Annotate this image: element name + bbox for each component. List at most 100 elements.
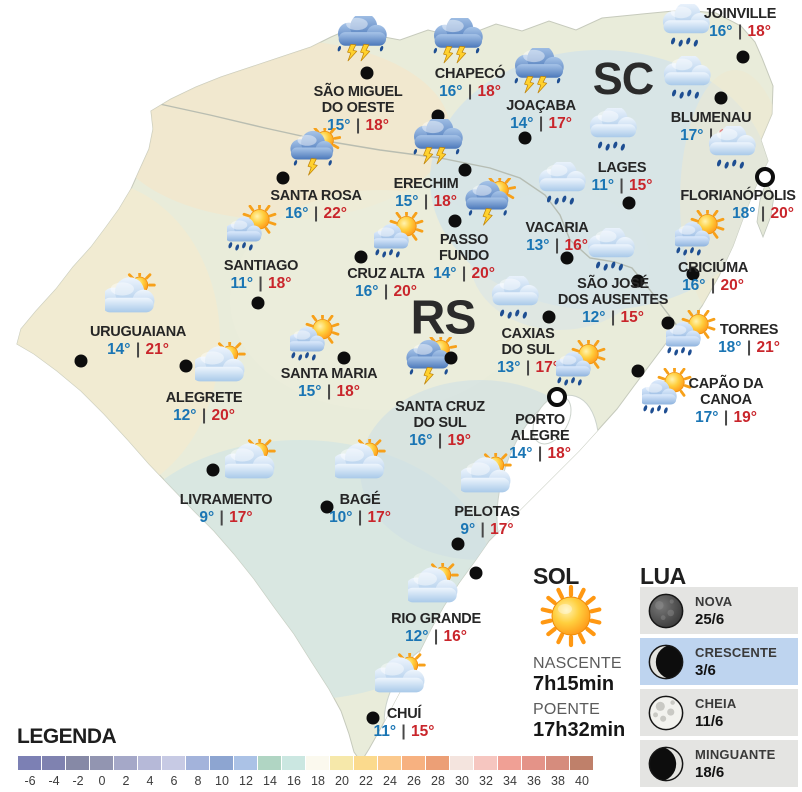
- temperature-legend: LEGENDA -6 -4 -2 0 2 4 6 8 10 12 14 16 18 20 22 24 26 28 3…: [17, 725, 594, 788]
- storm-cloud-icon: [411, 116, 463, 167]
- city-name: PORTO ALEGRE: [510, 412, 570, 444]
- temp-separator: |: [534, 115, 548, 132]
- city-marker-dot: [458, 163, 472, 177]
- legend-color-cell: [306, 756, 330, 770]
- temp-min: 12°: [582, 309, 606, 326]
- city-marker-dot: [179, 359, 193, 373]
- city-marker-dot: [622, 196, 636, 210]
- temp-separator: |: [419, 193, 433, 210]
- temp-separator: |: [353, 509, 367, 526]
- rain-cloud-icon: [659, 1, 711, 52]
- temp-max: 19°: [447, 432, 471, 449]
- storm-cloud-icon: [431, 15, 483, 66]
- temp-max: 21°: [145, 341, 169, 358]
- city-livramento: LIVRAMENTO 9° | 17°: [159, 492, 294, 526]
- city-uruguaiana: URUGUAIANA 14° | 21°: [71, 324, 206, 358]
- temp-max: 16°: [443, 628, 467, 645]
- city-temperatures: 9° | 17°: [435, 521, 540, 538]
- temp-min: 16°: [709, 23, 733, 40]
- state-label-sc: SC: [592, 53, 655, 104]
- temp-max: 20°: [393, 283, 417, 300]
- moon-full-icon: [648, 695, 684, 730]
- city-name: TORRES: [719, 322, 779, 338]
- temp-min: 15°: [395, 193, 419, 210]
- city-marker-dot: [560, 251, 574, 265]
- temp-separator: |: [379, 283, 393, 300]
- city-chapeco: CHAPECÓ 16° | 18°: [415, 66, 525, 100]
- state-label-rs: RS: [410, 291, 477, 345]
- temp-min: 9°: [199, 509, 215, 526]
- temp-separator: |: [397, 723, 411, 740]
- temp-max: 18°: [433, 193, 457, 210]
- city-marker-dot: [444, 351, 458, 365]
- city-marker-dot: [714, 91, 728, 105]
- legend-color-cell: [114, 756, 138, 770]
- storm-cloud-icon: [335, 13, 387, 64]
- temp-min: 11°: [373, 723, 397, 740]
- city-marker-dot: [661, 316, 675, 330]
- temp-max: 15°: [629, 177, 653, 194]
- city-caxias-do-sul: CAXIAS DO SUL 13° | 17°: [483, 326, 573, 376]
- temperature-scale-bar: [18, 756, 594, 770]
- moon-waning-crescent-icon: [648, 746, 684, 781]
- city-name: SANTA MARIA: [280, 366, 378, 382]
- temp-separator: |: [322, 383, 336, 400]
- cloud-sun-icon: [191, 338, 247, 390]
- cloud-sun-icon: [371, 649, 427, 701]
- cloud-sun-icon: [221, 435, 277, 487]
- city-name: VACARIA: [525, 220, 589, 236]
- legend-color-cell: [570, 756, 594, 770]
- temp-max: 20°: [720, 277, 744, 294]
- temp-max: 18°: [268, 275, 292, 292]
- rain-cloud-icon: [488, 274, 540, 324]
- city-marker-dot: [631, 274, 645, 288]
- temp-separator: |: [733, 23, 747, 40]
- legend-tick-label: 20: [335, 774, 349, 788]
- temp-min: 18°: [718, 339, 742, 356]
- city-chui: CHUÍ 11° | 15°: [362, 706, 447, 740]
- moon-phase-name: MINGUANTE: [695, 746, 776, 762]
- city-marker-dot: [736, 50, 750, 64]
- temp-max: 17°: [367, 509, 391, 526]
- legend-title: LEGENDA: [17, 725, 117, 748]
- city-temperatures: 14° | 21°: [71, 341, 206, 358]
- temp-max: 16°: [564, 237, 588, 254]
- cloud-sun-icon: [101, 269, 157, 321]
- legend-color-cell: [378, 756, 402, 770]
- city-marker-dot: [686, 267, 700, 281]
- legend-color-cell: [258, 756, 282, 770]
- legend-tick-label: -2: [72, 774, 84, 788]
- city-joacaba: JOAÇABA 14° | 17°: [491, 98, 591, 132]
- city-temperatures: 11° | 15°: [362, 723, 447, 740]
- storm-cloud-icon: [512, 45, 564, 96]
- temperature-scale-ticks: -6 -4 -2 0 2 4 6 8 10 12 14 16 18 20 22 24 26 28 30 32 34 36 3…: [18, 774, 594, 788]
- city-vacaria: VACARIA 13° | 16°: [510, 220, 605, 254]
- temp-separator: |: [742, 339, 756, 356]
- city-temperatures: 9° | 17°: [159, 509, 294, 526]
- moon-panel: LUA NOVA 25/6 CRESCENTE 3/6 CHEIA 11/6 MINGUAN…: [640, 563, 798, 787]
- legend-color-cell: [282, 756, 306, 770]
- moon-phase-name: CRESCENTE: [695, 644, 777, 660]
- sun-panel-title: SOL: [533, 563, 579, 589]
- moon-phase-row-crescente: CRESCENTE 3/6: [640, 638, 798, 685]
- moon-phase-name: NOVA: [695, 593, 733, 609]
- legend-tick-label: 32: [479, 774, 493, 788]
- sun-rain-icon: [639, 364, 694, 416]
- legend-color-cell: [402, 756, 426, 770]
- legend-tick-label: 8: [194, 774, 202, 788]
- city-marker-dot: [320, 500, 334, 514]
- temp-min: 17°: [680, 127, 704, 144]
- temp-min: 18°: [732, 205, 756, 222]
- legend-color-cell: [138, 756, 162, 770]
- city-name: ERECHIM: [393, 176, 459, 192]
- city-temperatures: 18° | 20°: [681, 205, 802, 222]
- temp-separator: |: [254, 275, 268, 292]
- temp-separator: |: [706, 277, 720, 294]
- legend-color-cell: [498, 756, 522, 770]
- temp-separator: |: [615, 177, 629, 194]
- temp-min: 16°: [355, 283, 379, 300]
- city-marker-dot: [74, 354, 88, 368]
- temp-min: 10°: [329, 509, 353, 526]
- legend-tick-label: 4: [146, 774, 154, 788]
